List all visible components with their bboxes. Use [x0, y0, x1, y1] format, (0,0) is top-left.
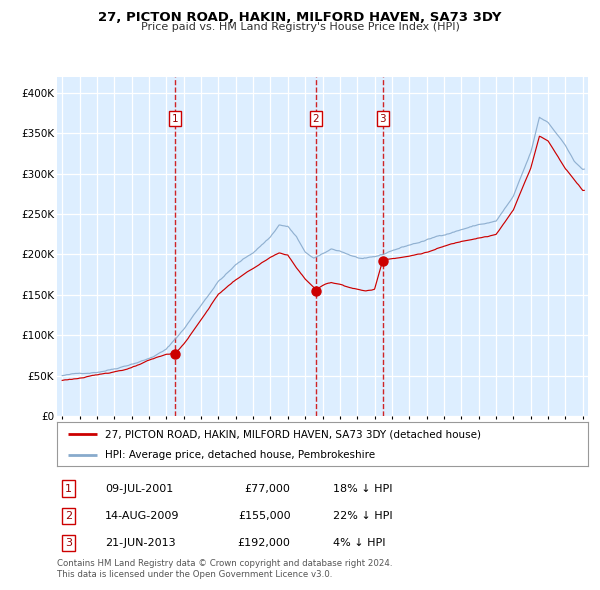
Text: Contains HM Land Registry data © Crown copyright and database right 2024.
This d: Contains HM Land Registry data © Crown c… [57, 559, 392, 579]
Text: 27, PICTON ROAD, HAKIN, MILFORD HAVEN, SA73 3DY (detached house): 27, PICTON ROAD, HAKIN, MILFORD HAVEN, S… [105, 430, 481, 439]
Text: 3: 3 [65, 538, 72, 548]
Text: 4% ↓ HPI: 4% ↓ HPI [333, 538, 386, 548]
Text: 2: 2 [65, 511, 72, 521]
Text: £155,000: £155,000 [238, 511, 290, 521]
Text: 21-JUN-2013: 21-JUN-2013 [105, 538, 175, 548]
Text: 2: 2 [313, 114, 319, 124]
Text: Price paid vs. HM Land Registry's House Price Index (HPI): Price paid vs. HM Land Registry's House … [140, 22, 460, 32]
Text: 22% ↓ HPI: 22% ↓ HPI [333, 511, 393, 521]
Text: 3: 3 [379, 114, 386, 124]
Text: 1: 1 [172, 114, 179, 124]
Text: 1: 1 [65, 484, 72, 493]
Text: 18% ↓ HPI: 18% ↓ HPI [333, 484, 392, 493]
Text: £77,000: £77,000 [245, 484, 290, 493]
Text: 27, PICTON ROAD, HAKIN, MILFORD HAVEN, SA73 3DY: 27, PICTON ROAD, HAKIN, MILFORD HAVEN, S… [98, 11, 502, 24]
Text: HPI: Average price, detached house, Pembrokeshire: HPI: Average price, detached house, Pemb… [105, 450, 375, 460]
Text: 09-JUL-2001: 09-JUL-2001 [105, 484, 173, 493]
Text: 14-AUG-2009: 14-AUG-2009 [105, 511, 179, 521]
Text: £192,000: £192,000 [238, 538, 290, 548]
